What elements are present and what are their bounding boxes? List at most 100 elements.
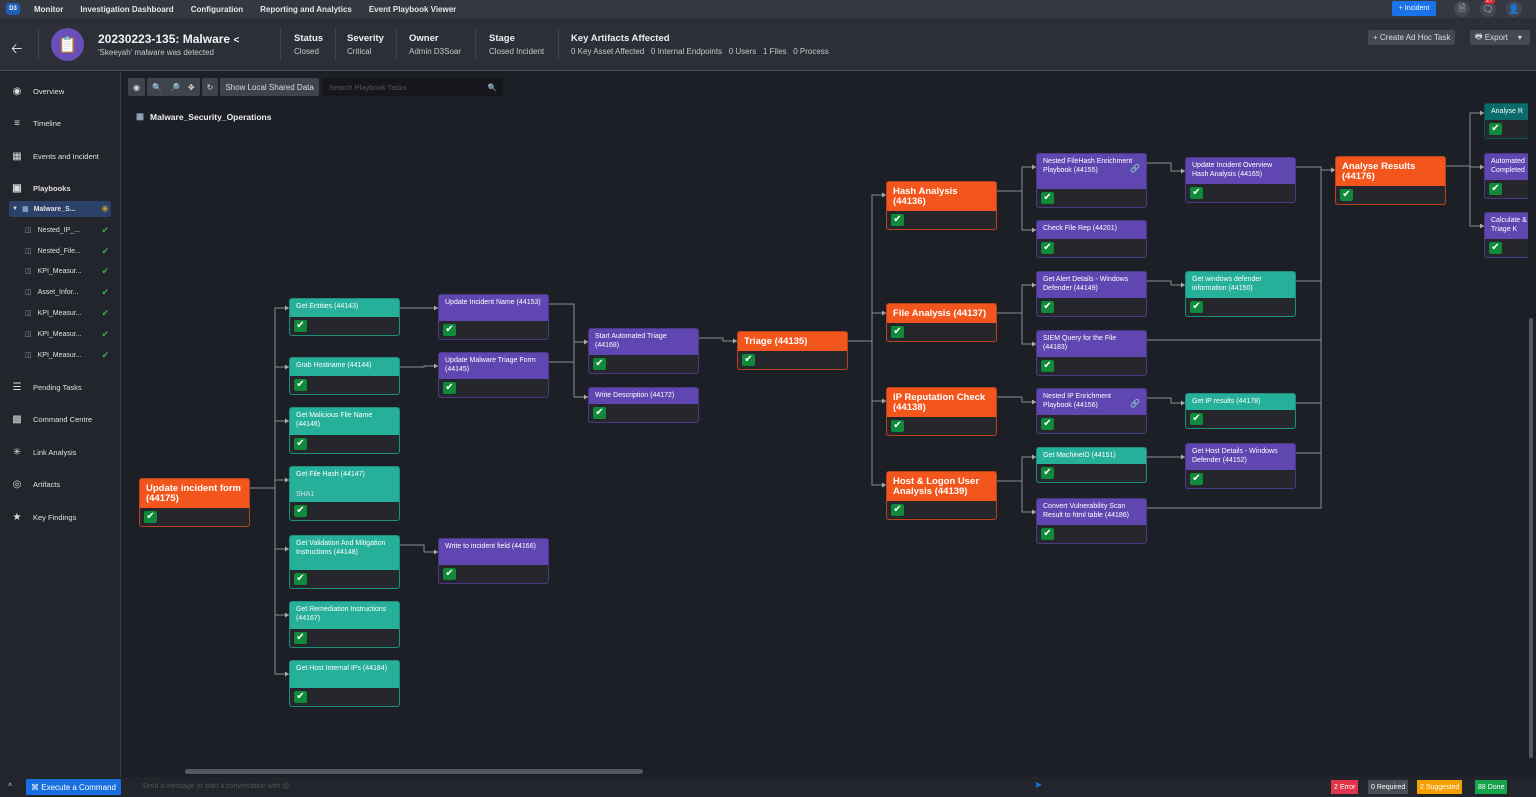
eye-icon[interactable]: ◉	[128, 78, 145, 96]
document-icon[interactable]: 🗎	[1454, 1, 1470, 17]
task-label: Get IP results (44178)	[1192, 398, 1261, 405]
task-node[interactable]: Grab Hostname (44144) ✔	[289, 357, 400, 395]
refresh-icon[interactable]: ↻	[201, 78, 219, 96]
sidebar-item-timeline[interactable]: ≡ Timeline	[10, 118, 61, 129]
task-node[interactable]: Get Validation And Mitigation Instructio…	[289, 535, 400, 589]
execute-command-button[interactable]: ⌘ Execute a Command	[26, 779, 121, 795]
playbook-nested-file[interactable]: ◫ Nested_File... ✔	[25, 245, 109, 256]
connector	[848, 194, 886, 342]
task-node[interactable]: Calculate & Triage K ✔	[1484, 212, 1528, 258]
export-button[interactable]: 🖶 Export ▾	[1470, 30, 1530, 45]
task-node[interactable]: Nested IP Enrichment Playbook (44156) 🔗 ✔	[1036, 388, 1147, 434]
sidebar-item-playbooks[interactable]: ▣ Playbooks	[10, 183, 70, 194]
task-node[interactable]: Update incident form (44175) ✔	[139, 478, 250, 527]
search-playbook-tasks-input[interactable]: Search Playbook Tasks 🔍	[322, 78, 503, 96]
task-node[interactable]: Get windows defender information (44150)…	[1185, 271, 1296, 317]
task-node[interactable]: Automated Completed ✔	[1484, 153, 1528, 199]
arrowhead	[1480, 164, 1484, 170]
task-node[interactable]: Get Host Internal IPs (44184) ✔	[289, 660, 400, 707]
task-node[interactable]: IP Reputation Check (44138) ✔	[886, 387, 997, 436]
task-node[interactable]: Triage (44135) ✔	[737, 331, 848, 370]
task-node[interactable]: File Analysis (44137) ✔	[886, 303, 997, 342]
task-node[interactable]: Get Host Details - Windows Defender (441…	[1185, 443, 1296, 489]
playbook-asset-info[interactable]: ◫ Asset_Infor... ✔	[25, 286, 109, 297]
timeline-icon: ≡	[14, 118, 20, 129]
task-node[interactable]: SIEM Query for the File (44183) ✔	[1036, 330, 1147, 376]
task-node[interactable]: Update Malware Triage Form (44145) ✔	[438, 352, 549, 398]
task-node[interactable]: Host & Logon User Analysis (44139) ✔	[886, 471, 997, 520]
task-node[interactable]: Start Automated Triage (44168) ✔	[588, 328, 699, 374]
sidebar-item-pending-tasks[interactable]: ☰ Pending Tasks	[10, 382, 82, 393]
share-icon[interactable]: <	[233, 35, 240, 46]
nav-reporting[interactable]: Reporting and Analytics	[260, 4, 352, 14]
move-icon[interactable]: ✥	[187, 82, 195, 92]
task-body	[887, 417, 996, 435]
sidebar-item-command-centre[interactable]: ▩ Command Centre	[10, 414, 92, 425]
playbook-kpi-1[interactable]: ◫ KPI_Measur... ✔	[25, 265, 109, 276]
task-node[interactable]: Get Entities (44143) ✔	[289, 298, 400, 336]
task-node[interactable]: Get IP results (44178) ✔	[1185, 393, 1296, 429]
task-node[interactable]: Write Description (44172) ✔	[588, 387, 699, 423]
task-node[interactable]: Get MachineID (44151) ✔	[1036, 447, 1147, 483]
horizontal-scrollbar[interactable]	[185, 769, 643, 774]
task-node[interactable]: Analyse Results (44176) ✔	[1335, 156, 1446, 205]
nav-event-playbook-viewer[interactable]: Event Playbook Viewer	[368, 4, 457, 14]
playbook-kpi-2[interactable]: ◫ KPI_Measur... ✔	[25, 307, 109, 318]
chevron-up-icon[interactable]: ˄	[8, 782, 13, 789]
task-node[interactable]: Get Malicious File Name (44146) ✔	[289, 407, 400, 454]
task-label: Triage (44135)	[744, 336, 808, 347]
sidebar-item-overview[interactable]: ◉ Overview	[10, 86, 65, 97]
back-arrow-icon[interactable]: 🡠	[11, 40, 23, 56]
arrowhead	[1032, 164, 1036, 170]
required-count-badge[interactable]: 0 Required	[1368, 780, 1409, 794]
playbook-malware[interactable]: ▼ ▦ Malware_S... ☀	[9, 201, 111, 217]
check-icon: ✔	[101, 349, 109, 360]
zoom-in-icon[interactable]: 🔍	[151, 82, 162, 92]
connector	[400, 365, 438, 368]
sidebar-item-link-analysis[interactable]: ✳ Link Analysis	[10, 447, 77, 458]
task-node[interactable]: Update Incident Name (44153) ✔	[438, 294, 549, 340]
chat-icon[interactable]: 🗨	[1480, 1, 1496, 17]
done-count-badge[interactable]: 88 Done	[1475, 780, 1508, 794]
task-label: Write Description (44172)	[595, 392, 675, 399]
task-node[interactable]: Check File Rep (44201) ✔	[1036, 220, 1147, 258]
vertical-scrollbar[interactable]	[1529, 318, 1533, 758]
task-node[interactable]: Nested FileHash Enrichment Playbook (441…	[1036, 153, 1147, 208]
task-node[interactable]: Get Alert Details - Windows Defender (44…	[1036, 271, 1147, 317]
nested-link-icon[interactable]: 🔗	[1130, 399, 1140, 408]
send-icon[interactable]: ➤	[1034, 780, 1043, 791]
playbook-kpi-4[interactable]: ◫ KPI_Measur... ✔	[25, 349, 109, 360]
message-input[interactable]: Send a message or start a conversation w…	[142, 783, 290, 790]
task-node[interactable]: Get File Hash (44147) SHA1 ✔	[289, 466, 400, 521]
binoculars-icon: ◉	[12, 86, 22, 97]
zoom-out-icon[interactable]: 🔎	[169, 82, 180, 92]
task-node[interactable]: Get Remediation Instructions (44167) ✔	[289, 601, 400, 648]
task-node[interactable]: Analyse R ✔	[1484, 103, 1528, 139]
task-node[interactable]: Hash Analysis (44136) ✔	[886, 181, 997, 230]
show-local-shared-data-button[interactable]: Show Local Shared Data	[220, 78, 319, 96]
check-icon: ✔	[101, 224, 109, 235]
connector	[1446, 112, 1484, 167]
playbook-nested-ip[interactable]: ◫ Nested_IP_... ✔	[25, 224, 109, 235]
suggested-count-badge[interactable]: 2 Suggested	[1417, 780, 1463, 794]
playbook-canvas[interactable]: Update incident form (44175) ✔ Get Entitie…	[122, 100, 1528, 772]
nav-monitor[interactable]: Monitor	[34, 4, 64, 14]
task-node[interactable]: Write to incident field (44166) ✔	[438, 538, 549, 584]
nested-link-icon[interactable]: 🔗	[1130, 164, 1140, 173]
playbook-kpi-3[interactable]: ◫ KPI_Measur... ✔	[25, 328, 109, 339]
new-incident-button[interactable]: + Incident	[1392, 1, 1436, 16]
create-ad-hoc-task-button[interactable]: + Create Ad Hoc Task	[1368, 30, 1456, 45]
user-icon[interactable]: 👤	[1506, 1, 1522, 17]
sidebar-item-key-findings[interactable]: ★ Key Findings	[10, 512, 77, 523]
task-node[interactable]: Update Incident Overview Hash Analysis (…	[1185, 157, 1296, 203]
sidebar-item-events[interactable]: ▦ Events and Incident	[10, 151, 99, 162]
nav-investigation-dashboard[interactable]: Investigation Dashboard	[80, 4, 174, 14]
arrowhead	[584, 394, 588, 400]
task-label: Grab Hostname (44144)	[296, 362, 372, 369]
task-body	[1186, 298, 1295, 316]
task-body	[1186, 470, 1295, 488]
sidebar-item-artifacts[interactable]: ◎ Artifacts	[10, 479, 60, 490]
error-count-badge[interactable]: 2 Error	[1331, 780, 1359, 794]
task-node[interactable]: Convert Vulnerability Scan Result to htm…	[1036, 498, 1147, 544]
nav-configuration[interactable]: Configuration	[190, 4, 244, 14]
